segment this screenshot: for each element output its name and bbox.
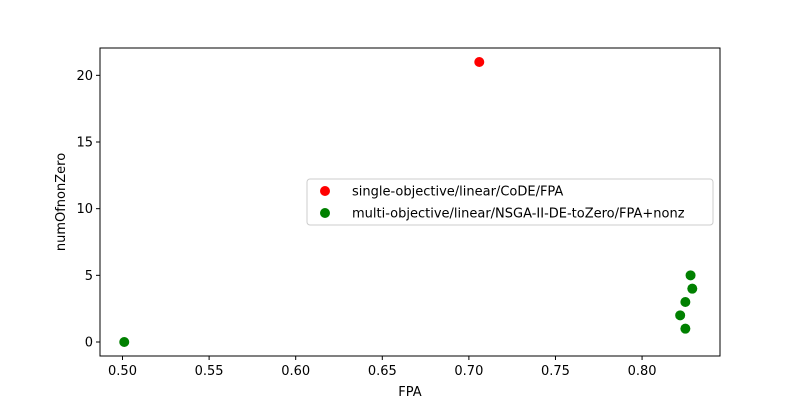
- x-tick-label: 0.50: [108, 364, 137, 379]
- legend: single-objective/linear/CoDE/FPA multi-ob…: [306, 178, 714, 226]
- x-tick-label: 0.80: [628, 364, 657, 379]
- y-tick-label: 5: [85, 269, 93, 284]
- y-axis: 0 5 10 15 20: [76, 69, 100, 351]
- legend-marker-1: [320, 186, 330, 196]
- point-series-2: [680, 297, 691, 307]
- point-series-2: [685, 270, 696, 281]
- x-axis: 0.50 0.55 0.60 0.65 0.70 0.75 0.80: [108, 356, 657, 379]
- legend-marker-2: [320, 208, 330, 218]
- point-series-2: [680, 323, 691, 334]
- point-series-1: [474, 57, 485, 67]
- y-tick-label: 0: [85, 336, 93, 351]
- data-points: [119, 57, 698, 347]
- y-tick-label: 15: [76, 136, 93, 151]
- x-tick-label: 0.75: [541, 364, 570, 379]
- point-series-2: [687, 283, 698, 294]
- point-series-2: [675, 310, 686, 321]
- y-axis-label: numOfnonZero: [54, 153, 69, 251]
- x-tick-label: 0.70: [454, 364, 483, 379]
- plot-frame: [99, 47, 721, 357]
- x-tick-label: 0.60: [281, 364, 310, 379]
- x-tick-label: 0.65: [368, 364, 397, 379]
- y-tick-label: 20: [76, 69, 93, 84]
- legend-label-2: multi-objective/linear/NSGA-II-DE-toZero…: [352, 207, 685, 222]
- x-axis-label: FPA: [398, 385, 421, 400]
- x-tick-label: 0.55: [195, 364, 224, 379]
- legend-label-1: single-objective/linear/CoDE/FPA: [352, 185, 563, 200]
- y-tick-label: 10: [76, 202, 93, 217]
- legend-box: [306, 178, 714, 226]
- axes-frame: [99, 47, 721, 357]
- point-series-2: [119, 337, 130, 347]
